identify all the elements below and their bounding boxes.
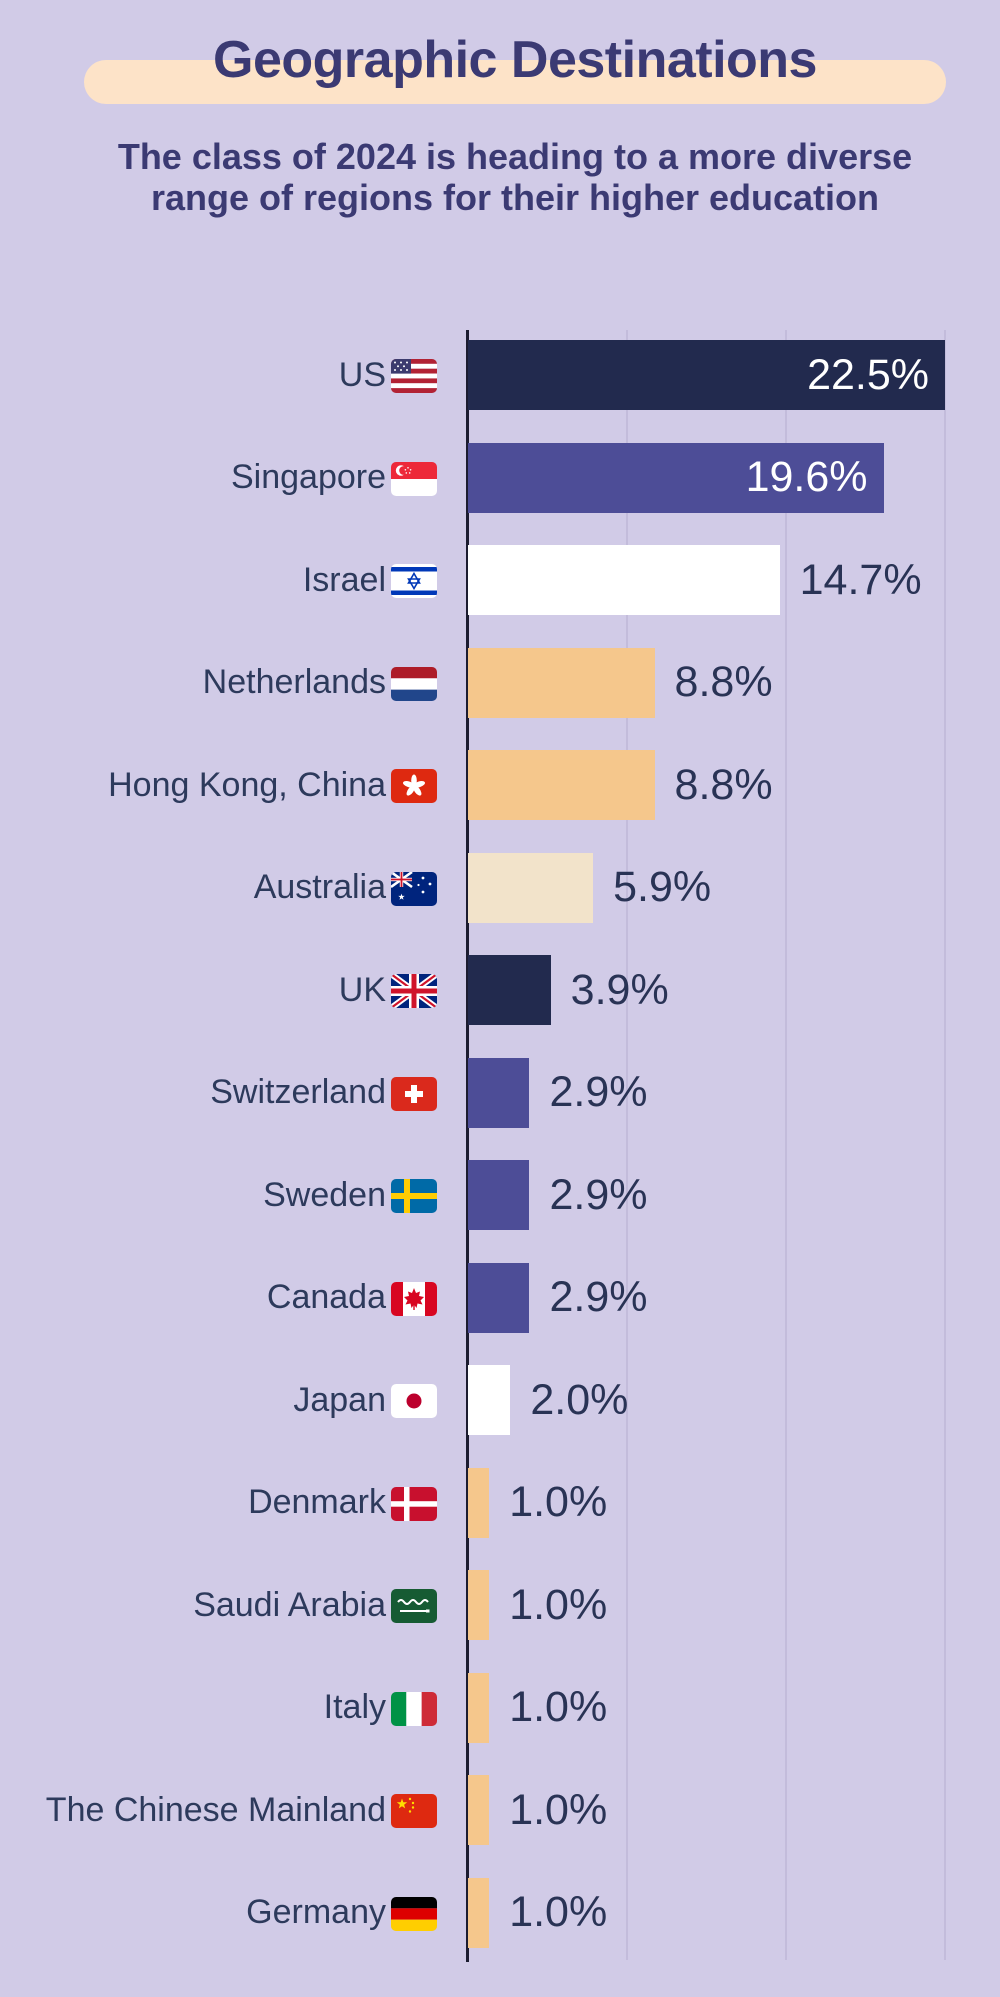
page-title: Geographic Destinations	[213, 31, 817, 89]
country-label-text: Saudi Arabia	[193, 1585, 386, 1624]
italy-flag	[391, 1691, 437, 1726]
page-subtitle: The class of 2024 is heading to a more d…	[15, 136, 1000, 218]
sweden-flag	[391, 1179, 437, 1213]
country-label-text: The Chinese Mainland	[45, 1790, 386, 1829]
country-label-text: Denmark	[248, 1483, 386, 1521]
country-label-netherlands: Netherlands	[0, 648, 437, 718]
us-flag	[391, 359, 437, 393]
country-label-text: US	[338, 355, 386, 394]
bar-canada	[468, 1262, 530, 1333]
country-label-text: Italy	[323, 1688, 386, 1726]
country-label-germany: Germany	[0, 1878, 437, 1948]
country-label-text: Canada	[266, 1278, 386, 1316]
country-label-saudi-arabia: Saudi Arabia	[0, 1570, 437, 1640]
saudi-arabia-flag	[391, 1589, 437, 1623]
value-label-singapore: 19.6%	[745, 453, 868, 501]
bar-denmark	[468, 1467, 490, 1538]
country-label-text: Singapore	[230, 458, 386, 496]
china-flag	[391, 1794, 437, 1828]
canada-flag	[391, 1281, 437, 1316]
bar-uk	[468, 955, 551, 1025]
country-label-canada: Canada	[0, 1263, 437, 1333]
country-label-japan: Japan	[0, 1365, 437, 1435]
country-label-switzerland: Switzerland	[0, 1058, 437, 1128]
bar-australia	[468, 852, 594, 923]
value-label-uk: 3.9%	[570, 965, 669, 1014]
country-label-australia: Australia	[0, 853, 437, 923]
country-label-text: Hong Kong, China	[108, 765, 386, 804]
bar-netherlands	[468, 647, 655, 718]
value-label-japan: 2.0%	[530, 1375, 629, 1424]
country-label-text: Netherlands	[202, 663, 386, 701]
bar-italy	[468, 1672, 490, 1743]
bar-germany	[468, 1877, 490, 1948]
value-label-sweden: 2.9%	[549, 1170, 648, 1219]
bar-hong-kong-china	[468, 750, 655, 820]
country-label-text: Switzerland	[210, 1073, 386, 1111]
country-label-uk: UK	[0, 955, 437, 1025]
hong-kong-flag	[391, 769, 437, 803]
title-pill	[84, 60, 946, 104]
country-label-israel: Israel	[0, 545, 437, 615]
page-subtitle-line1: The class of 2024 is heading to a more d…	[117, 136, 913, 177]
bar-switzerland	[468, 1057, 530, 1128]
value-label-hong-kong-china: 8.8%	[674, 760, 773, 809]
country-label-text: Germany	[246, 1893, 386, 1931]
gridline	[626, 330, 628, 1960]
country-label-the-chinese-mainland: The Chinese Mainland	[0, 1775, 437, 1845]
value-label-switzerland: 2.9%	[549, 1068, 648, 1116]
netherlands-flag	[391, 666, 437, 701]
country-label-italy: Italy	[0, 1673, 437, 1743]
country-label-text: Japan	[293, 1380, 386, 1419]
switzerland-flag	[391, 1076, 437, 1111]
singapore-flag	[391, 461, 437, 496]
bar-the-chinese-mainland	[468, 1775, 490, 1845]
bar-sweden	[468, 1160, 530, 1230]
country-label-denmark: Denmark	[0, 1468, 437, 1538]
uk-flag	[391, 974, 437, 1008]
country-label-text: Sweden	[263, 1175, 386, 1214]
gridline	[944, 330, 946, 1960]
value-label-canada: 2.9%	[549, 1273, 648, 1321]
country-label-text: Israel	[302, 560, 386, 599]
value-label-israel: 14.7%	[799, 555, 922, 604]
bar-singapore: 19.6%	[468, 442, 884, 513]
australia-flag	[391, 871, 437, 906]
country-label-text: Australia	[253, 868, 386, 906]
country-label-text: UK	[338, 970, 386, 1009]
denmark-flag	[391, 1486, 437, 1521]
value-label-netherlands: 8.8%	[674, 658, 773, 706]
bar-saudi-arabia	[468, 1570, 490, 1640]
value-label-germany: 1.0%	[509, 1888, 608, 1936]
country-label-singapore: Singapore	[0, 443, 437, 513]
bar-us: 22.5%	[468, 340, 945, 410]
country-label-sweden: Sweden	[0, 1160, 437, 1230]
value-label-saudi-arabia: 1.0%	[509, 1580, 608, 1629]
value-label-the-chinese-mainland: 1.0%	[509, 1785, 608, 1834]
value-label-denmark: 1.0%	[509, 1478, 608, 1526]
country-label-hong-kong-china: Hong Kong, China	[0, 750, 437, 820]
israel-flag	[391, 564, 437, 598]
germany-flag	[391, 1896, 437, 1931]
value-label-australia: 5.9%	[613, 863, 712, 911]
value-label-us: 22.5%	[807, 350, 929, 399]
country-label-us: US	[0, 340, 437, 410]
value-label-italy: 1.0%	[509, 1683, 608, 1731]
bar-israel	[468, 545, 780, 615]
y-axis-line	[466, 330, 469, 1962]
japan-flag	[391, 1384, 437, 1418]
bar-japan	[468, 1365, 511, 1435]
page-subtitle-line2: range of regions for their higher educat…	[150, 177, 880, 218]
gridline	[785, 330, 787, 1960]
